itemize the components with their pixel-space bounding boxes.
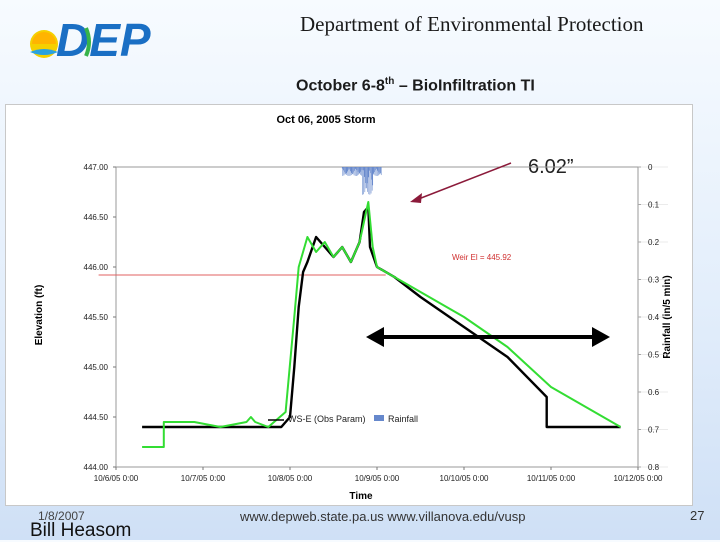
legend-swatch-rainfall <box>374 415 384 421</box>
y-tick-label: 447.00 <box>84 163 109 172</box>
y-tick-label: 444.50 <box>84 413 109 422</box>
y2-tick-label: 0.8 <box>648 463 660 472</box>
elevation-chart: Oct 06, 2005 Storm Time Elevation (ft) R… <box>34 114 673 502</box>
callout-arrowhead <box>410 193 422 203</box>
x-tick-label: 10/6/05 0:00 <box>94 474 139 483</box>
y2-tick-label: 0 <box>648 163 653 172</box>
y2-tick-label: 0.6 <box>648 388 660 397</box>
legend-label-observed: WS-E (Obs Param) <box>288 414 366 424</box>
y-tick-label: 444.00 <box>84 463 109 472</box>
series-line-model <box>142 201 622 448</box>
slide-title-main: October 6-8 <box>296 77 385 95</box>
footer-urls: www.depweb.state.pa.us www.villanova.edu… <box>240 509 526 524</box>
callout-arrow-line <box>415 162 512 201</box>
y-axis-label: Elevation (ft) <box>34 285 45 346</box>
y-tick-label: 445.00 <box>84 363 109 372</box>
weir-label: Weir El = 445.92 <box>452 253 512 262</box>
slide-title-sup: th <box>384 76 395 87</box>
legend-label-rainfall: Rainfall <box>388 414 418 424</box>
footer-presenter: Bill Heasom <box>30 520 132 541</box>
y2-tick-label: 0.7 <box>648 426 660 435</box>
x-tick-label: 10/7/05 0:00 <box>181 474 226 483</box>
page-number: 27 <box>690 508 705 523</box>
double-arrow-right-head <box>592 327 610 347</box>
y2-tick-label: 0.3 <box>648 276 660 285</box>
slide-title-rest: – BioInfiltration TI <box>394 77 535 95</box>
dep-logo: DEP <box>30 14 151 66</box>
x-tick-label: 10/10/05 0:00 <box>440 474 489 483</box>
y2-tick-label: 0.2 <box>648 238 660 247</box>
y2-tick-label: 0.4 <box>648 313 660 322</box>
y-tick-label: 446.50 <box>84 213 109 222</box>
org-title: Department of Environmental Protection <box>300 12 644 36</box>
y2-tick-label: 0.1 <box>648 201 660 210</box>
slide-title: October 6-8th – BioInfiltration TI <box>296 76 535 95</box>
double-arrow-left-head <box>366 327 384 347</box>
x-axis-label: Time <box>349 491 373 502</box>
x-tick-label: 10/9/05 0:00 <box>355 474 400 483</box>
svg-text:DEP: DEP <box>56 14 151 66</box>
y-tick-label: 445.50 <box>84 313 109 322</box>
y2-tick-label: 0.5 <box>648 351 660 360</box>
x-tick-label: 10/12/05 0:00 <box>614 474 663 483</box>
x-tick-label: 10/8/05 0:00 <box>268 474 313 483</box>
chart-frame: Oct 06, 2005 Storm Time Elevation (ft) R… <box>5 104 693 506</box>
footer-date: 1/8/2007 <box>38 509 85 523</box>
x-tick-label: 10/11/05 0:00 <box>527 474 576 483</box>
chart-title: Oct 06, 2005 Storm <box>276 114 375 126</box>
y-tick-label: 446.00 <box>84 263 109 272</box>
series-line-observed <box>142 205 621 429</box>
